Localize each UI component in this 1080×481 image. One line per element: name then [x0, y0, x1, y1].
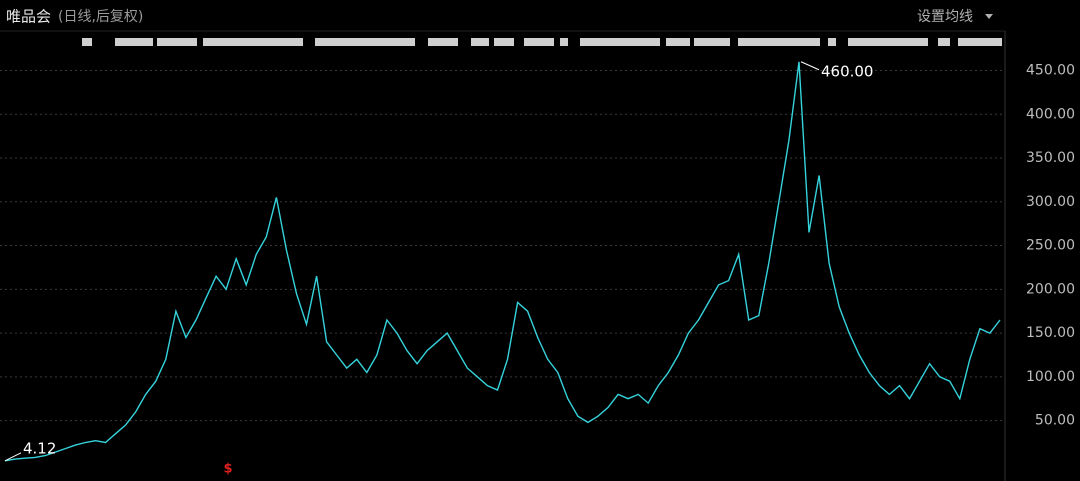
y-tick-label: 200.00: [1026, 281, 1075, 297]
high-label: 460.00: [821, 62, 874, 80]
price-line: [4, 61, 1001, 462]
chart-title: 唯品会: [6, 8, 51, 26]
event-marker: $: [223, 462, 232, 477]
y-tick-label: 350.00: [1026, 150, 1075, 166]
low-label: 4.12: [23, 439, 56, 457]
high-pointer: [800, 61, 820, 71]
low-pointer: [4, 452, 22, 462]
y-tick-label: 50.00: [1035, 413, 1075, 429]
y-tick-label: 100.00: [1026, 369, 1075, 385]
y-tick-label: 450.00: [1026, 63, 1075, 79]
y-tick-label: 250.00: [1026, 238, 1075, 254]
ma-settings[interactable]: 设置均线: [917, 9, 973, 25]
y-tick-label: 300.00: [1026, 194, 1075, 210]
event-markers: [82, 38, 1002, 46]
y-tick-label: 400.00: [1026, 106, 1075, 122]
chart-subtitle: (日线,后复权): [58, 8, 143, 25]
y-tick-label: 150.00: [1026, 325, 1075, 341]
dropdown-arrow[interactable]: [985, 14, 993, 19]
